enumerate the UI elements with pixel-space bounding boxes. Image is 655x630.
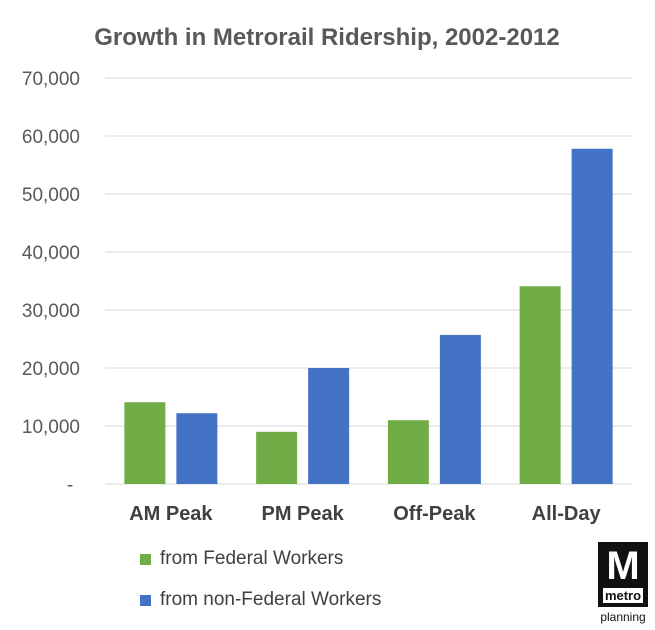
legend-federal: from Federal Workers xyxy=(140,548,343,570)
y-tick-label: 60,000 xyxy=(22,127,80,148)
logo-word: metro xyxy=(602,588,644,603)
x-tick-label: PM Peak xyxy=(261,503,344,525)
logo-sub: planning xyxy=(600,610,646,624)
chart-title: Growth in Metrorail Ridership, 2002-2012 xyxy=(94,24,559,51)
y-tick-label: 30,000 xyxy=(22,301,80,322)
x-tick-label: AM Peak xyxy=(129,503,213,525)
y-tick-label: - xyxy=(67,475,73,496)
y-tick-label: 40,000 xyxy=(22,243,80,264)
bar-nonfederal xyxy=(308,368,350,484)
bar-nonfederal xyxy=(571,148,613,484)
legend-label: from Federal Workers xyxy=(160,548,344,569)
logo-m: M xyxy=(606,544,640,588)
bar-federal xyxy=(387,420,429,484)
y-tick-label: 70,000 xyxy=(22,69,80,90)
x-tick-label: Off-Peak xyxy=(393,503,476,525)
legend-label: from non-Federal Workers xyxy=(160,589,382,610)
y-tick-label: 20,000 xyxy=(22,359,80,380)
bar-federal xyxy=(519,286,561,484)
y-tick-label: 10,000 xyxy=(22,417,80,438)
y-tick-label: 50,000 xyxy=(22,185,80,206)
legend-nonfederal: from non-Federal Workers xyxy=(140,589,381,611)
bar-nonfederal xyxy=(176,413,218,484)
bar-federal xyxy=(256,431,298,484)
x-tick-label: All-Day xyxy=(532,503,602,525)
bar-federal xyxy=(124,402,166,484)
bar-nonfederal xyxy=(439,334,481,484)
legend-swatch-federal xyxy=(140,553,151,565)
legend-swatch-nonfederal xyxy=(140,594,151,606)
